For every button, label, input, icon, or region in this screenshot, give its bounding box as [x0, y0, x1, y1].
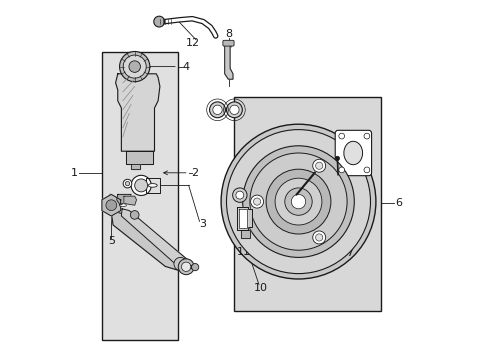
Circle shape: [134, 179, 147, 192]
Circle shape: [120, 51, 149, 82]
Circle shape: [106, 200, 117, 211]
Circle shape: [125, 181, 129, 186]
Text: 8: 8: [225, 29, 232, 39]
Circle shape: [249, 153, 346, 250]
Polygon shape: [238, 209, 246, 228]
Circle shape: [209, 102, 225, 118]
Polygon shape: [117, 194, 131, 205]
Circle shape: [315, 234, 322, 241]
Text: 2: 2: [191, 168, 198, 178]
Circle shape: [229, 105, 239, 114]
Circle shape: [174, 257, 186, 270]
Text: 4: 4: [182, 62, 189, 72]
Circle shape: [232, 188, 246, 202]
Circle shape: [291, 194, 305, 209]
Text: 9: 9: [225, 41, 232, 51]
Circle shape: [338, 167, 344, 173]
Polygon shape: [224, 43, 232, 79]
FancyBboxPatch shape: [223, 40, 234, 46]
Polygon shape: [121, 209, 190, 272]
Circle shape: [363, 167, 369, 173]
Circle shape: [284, 188, 311, 215]
Polygon shape: [123, 196, 136, 205]
Ellipse shape: [148, 184, 157, 187]
Circle shape: [226, 102, 242, 118]
Circle shape: [123, 55, 146, 78]
Circle shape: [181, 262, 190, 271]
Circle shape: [123, 179, 132, 188]
Bar: [233, 97, 381, 311]
Text: 10: 10: [253, 283, 267, 293]
Text: 1: 1: [71, 168, 78, 178]
Circle shape: [253, 198, 260, 205]
Text: 3: 3: [199, 219, 205, 229]
Circle shape: [191, 264, 199, 271]
Polygon shape: [109, 194, 188, 272]
Circle shape: [129, 61, 140, 72]
Polygon shape: [115, 74, 160, 151]
Circle shape: [312, 231, 325, 244]
Polygon shape: [126, 151, 152, 164]
Circle shape: [131, 175, 151, 195]
Circle shape: [178, 259, 194, 275]
Circle shape: [315, 162, 322, 169]
Circle shape: [221, 124, 375, 279]
Circle shape: [275, 178, 321, 225]
Text: 11: 11: [236, 247, 250, 257]
Circle shape: [235, 191, 244, 199]
Text: 6: 6: [394, 198, 401, 208]
Text: 12: 12: [186, 38, 200, 48]
Polygon shape: [237, 207, 252, 230]
Circle shape: [242, 146, 354, 257]
Circle shape: [363, 133, 369, 139]
Text: 7: 7: [346, 248, 353, 258]
Bar: [102, 52, 178, 340]
Polygon shape: [123, 63, 145, 73]
Circle shape: [212, 105, 222, 114]
Circle shape: [265, 169, 330, 234]
Polygon shape: [131, 164, 140, 169]
Circle shape: [226, 130, 370, 274]
Ellipse shape: [119, 204, 126, 207]
Ellipse shape: [343, 141, 362, 165]
Circle shape: [250, 195, 263, 208]
Circle shape: [312, 159, 325, 172]
Polygon shape: [102, 194, 121, 216]
Circle shape: [335, 156, 339, 161]
Circle shape: [130, 211, 139, 219]
Circle shape: [153, 16, 164, 27]
Text: 5: 5: [107, 236, 115, 246]
Polygon shape: [241, 230, 250, 238]
Circle shape: [338, 133, 344, 139]
FancyBboxPatch shape: [335, 130, 371, 176]
